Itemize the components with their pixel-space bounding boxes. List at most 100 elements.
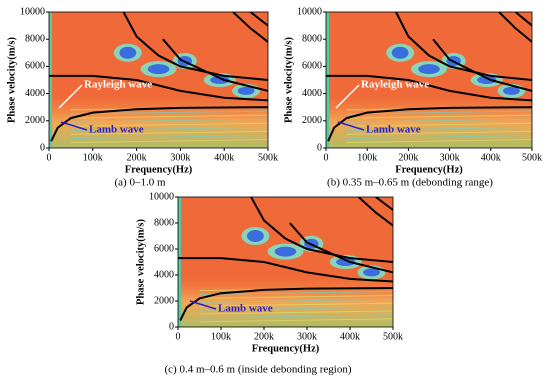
- plot-area: [49, 12, 268, 148]
- heatmap-stripe: [346, 139, 532, 144]
- y-tick-label: 10000: [149, 191, 174, 202]
- heatmap-stripe: [346, 134, 532, 139]
- heatmap-blob: [274, 246, 297, 257]
- x-tick-label: 100k: [357, 152, 377, 163]
- annotation-arrow: [337, 121, 365, 131]
- x-tick-label: 200k: [398, 152, 418, 163]
- y-tick-label: 8000: [154, 217, 174, 228]
- y-tick-label: 0: [40, 142, 45, 153]
- dispersion-curve: [498, 12, 532, 43]
- heatmap-stripe: [199, 294, 393, 299]
- dispersion-curve: [432, 38, 532, 92]
- plot-frame: [48, 11, 269, 149]
- caption: (a) 0–1.0 m: [114, 177, 165, 189]
- x-tick-label: 300k: [297, 331, 317, 342]
- heatmap-stripe: [346, 126, 532, 131]
- annotation: Lamb wave: [366, 124, 421, 136]
- annotation-arrow: [189, 300, 217, 310]
- heatmap-blob: [336, 258, 356, 266]
- heatmap-stripe: [70, 110, 268, 115]
- dispersion-curve: [178, 257, 393, 283]
- dispersion-curve: [357, 197, 393, 227]
- heatmap-stripe: [70, 134, 268, 139]
- x-tick-label: 200k: [127, 152, 147, 163]
- x-tick-label: 300k: [170, 152, 190, 163]
- y-tick-label: 8000: [25, 33, 45, 44]
- dispersion-curve: [289, 222, 393, 274]
- x-tick-label: 400k: [340, 331, 360, 342]
- x-tick-label: 400k: [481, 152, 501, 163]
- heatmap-stripe: [70, 122, 268, 127]
- heatmap-stripe: [346, 130, 532, 135]
- y-tick-label: 10000: [297, 6, 322, 17]
- y-tick-label: 2000: [25, 115, 45, 126]
- heatmap-stripe: [70, 130, 268, 135]
- x-tick-label: 500k: [522, 152, 542, 163]
- dispersion-curve: [162, 38, 268, 92]
- annotation: Lamb wave: [218, 303, 273, 315]
- x-tick-label: 500k: [383, 331, 403, 342]
- y-tick-label: 0: [169, 321, 174, 332]
- y-tick-label: 4000: [25, 88, 45, 99]
- heatmap-stripe: [70, 114, 268, 119]
- heatmap-stripe: [70, 139, 268, 144]
- annotation: Rayleigh wave: [84, 79, 152, 91]
- annotation: Rayleigh wave: [361, 79, 429, 91]
- dispersion-curve: [179, 287, 393, 321]
- heatmap-blob: [247, 230, 264, 242]
- heatmap-left-edge: [49, 12, 52, 148]
- heatmap-left-edge: [178, 197, 181, 327]
- plot-frame: [177, 196, 394, 328]
- y-tick-label: 8000: [302, 33, 322, 44]
- x-axis-label: Frequency(Hz): [252, 343, 320, 354]
- dispersion-curve: [375, 197, 393, 211]
- heatmap-stripe: [199, 302, 393, 307]
- heatmap-stripe: [199, 314, 393, 319]
- y-tick-label: 6000: [154, 243, 174, 254]
- heatmap-stripe: [199, 306, 393, 311]
- plot-frame: [325, 11, 533, 149]
- caption: (c) 0.4 m–0.6 m (inside debonding region…: [165, 364, 352, 376]
- plot-area: [178, 197, 393, 327]
- heatmap-blob: [363, 268, 380, 277]
- y-tick-label: 2000: [302, 115, 322, 126]
- heatmap-blob: [503, 86, 520, 95]
- y-tick-label: 4000: [154, 269, 174, 280]
- y-tick-label: 6000: [302, 61, 322, 72]
- heatmap-blob: [237, 86, 255, 95]
- dispersion-curve: [232, 12, 268, 43]
- heatmap-left-edge: [326, 12, 329, 148]
- annotation-arrow: [58, 84, 83, 109]
- y-tick-label: 6000: [25, 61, 45, 72]
- dispersion-curve: [50, 106, 268, 142]
- heatmap-stripe: [70, 118, 268, 123]
- y-axis-label: Phase velocity(m/s): [135, 218, 146, 305]
- y-tick-label: 4000: [302, 88, 322, 99]
- heatmap-blob: [119, 46, 137, 59]
- dispersion-curve: [250, 197, 393, 263]
- dispersion-curve: [49, 74, 268, 102]
- x-axis-label: Frequency(Hz): [125, 164, 193, 175]
- x-tick-label: 0: [47, 152, 52, 163]
- x-axis-label: Frequency(Hz): [395, 164, 463, 175]
- annotation-arrow: [60, 121, 88, 131]
- plot-area: [326, 12, 532, 148]
- heatmap-stripe: [199, 298, 393, 303]
- heatmap-blob: [391, 46, 409, 59]
- heatmap-stripe: [346, 110, 532, 115]
- heatmap-stripe: [70, 126, 268, 131]
- heatmap-stripe: [199, 310, 393, 315]
- heatmap-stripe: [346, 122, 532, 127]
- y-axis-label: Phase velocity(m/s): [283, 36, 294, 123]
- heatmap-stripe: [346, 114, 532, 119]
- dispersion-curve: [395, 12, 532, 81]
- dispersion-curve: [514, 12, 532, 27]
- heatmap-blob: [147, 64, 170, 75]
- x-tick-label: 0: [176, 331, 181, 342]
- y-tick-label: 10000: [20, 6, 45, 17]
- x-tick-label: 100k: [83, 152, 103, 163]
- x-tick-label: 0: [324, 152, 329, 163]
- dispersion-curve: [327, 106, 532, 142]
- dispersion-curve: [249, 12, 268, 27]
